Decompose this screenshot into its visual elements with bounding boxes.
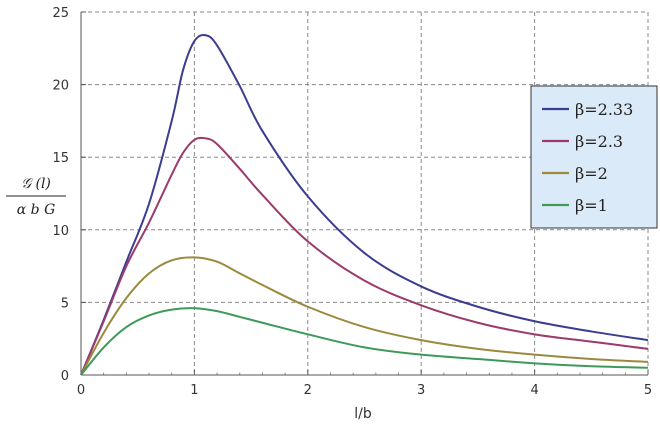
y-tick-label: 25 bbox=[52, 6, 69, 21]
y-axis-label-denominator: α b G bbox=[17, 202, 56, 218]
series-line-4 bbox=[80, 307, 649, 376]
x-tick-label: 5 bbox=[644, 383, 652, 398]
legend-label: β=2 bbox=[575, 164, 608, 183]
legend-label: β=2.33 bbox=[575, 100, 633, 119]
y-axis-label-numerator: 𝒢 (l) bbox=[21, 176, 51, 192]
series-line-2 bbox=[80, 136, 649, 376]
y-tick-label: 0 bbox=[61, 369, 69, 384]
series-lines bbox=[80, 34, 649, 376]
y-tick-label: 15 bbox=[52, 151, 69, 166]
legend: β=2.33 β=2.3 β=2 β=1 bbox=[530, 85, 658, 229]
y-axis-label: 𝒢 (l) α b G bbox=[6, 176, 66, 218]
series-line-3 bbox=[80, 256, 649, 376]
y-tick-label: 20 bbox=[52, 79, 69, 94]
x-tick-label: 1 bbox=[190, 383, 198, 398]
legend-items: β=2.33 β=2.3 β=2 β=1 bbox=[542, 100, 633, 215]
grid bbox=[81, 11, 649, 375]
x-tick-label: 2 bbox=[304, 383, 312, 398]
legend-label: β=2.3 bbox=[575, 132, 623, 151]
x-tick-label: 4 bbox=[530, 383, 538, 398]
x-tick-label: 0 bbox=[77, 383, 85, 398]
legend-label: β=1 bbox=[575, 196, 608, 215]
y-tick-label: 10 bbox=[52, 224, 69, 239]
axes bbox=[80, 11, 649, 376]
x-tick-label: 3 bbox=[417, 383, 425, 398]
tick-labels: 0 1 2 3 4 5 0 5 10 15 20 25 bbox=[52, 6, 652, 398]
y-tick-label: 5 bbox=[61, 296, 69, 311]
x-axis-label: l/b bbox=[354, 406, 372, 422]
series-line-1 bbox=[80, 34, 649, 376]
